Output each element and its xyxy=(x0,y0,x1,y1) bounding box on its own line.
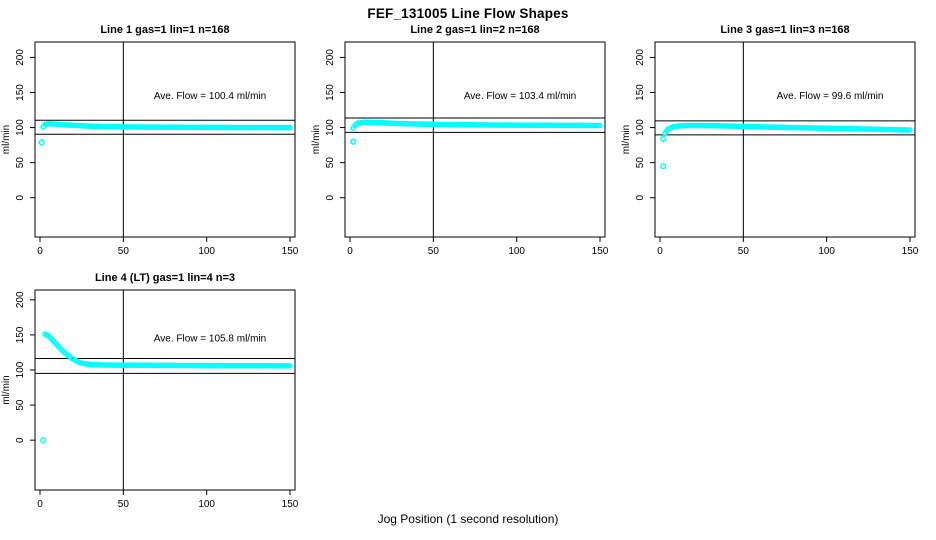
data-series xyxy=(350,119,603,132)
x-tick-label: 0 xyxy=(657,246,663,257)
plot-box xyxy=(34,289,296,491)
y-tick-label: 0 xyxy=(635,195,646,201)
y-tick-label: 100 xyxy=(325,119,336,136)
x-tick-label: 0 xyxy=(37,246,43,257)
x-tick-label: 50 xyxy=(118,499,130,510)
y-axis-unit-label: ml/min xyxy=(311,125,322,154)
y-tick-label: 50 xyxy=(15,157,26,169)
outlier-point xyxy=(350,138,357,145)
y-tick-label: 100 xyxy=(635,119,646,136)
y-tick-label: 200 xyxy=(325,49,336,66)
x-tick-label: 50 xyxy=(118,246,130,257)
subplot-title: Line 3 gas=1 lin=3 n=168 xyxy=(720,24,849,36)
y-tick-label: 100 xyxy=(15,119,26,136)
plot-box xyxy=(34,41,296,238)
subplot-title: Line 2 gas=1 lin=2 n=168 xyxy=(410,24,539,36)
subplot-line-1: Line 1 gas=1 lin=1 n=168 0 50 100 150 200 0 50 1… xyxy=(1,24,299,257)
subplot-line-2: Line 2 gas=1 lin=2 n=168 0 50 100 150 200 0 50 1… xyxy=(311,24,609,257)
subplot-title: Line 1 gas=1 lin=1 n=168 xyxy=(100,24,229,36)
y-tick-label: 150 xyxy=(325,84,336,101)
y-tick-label: 150 xyxy=(635,84,646,101)
y-axis-unit-label: ml/min xyxy=(1,125,12,154)
y-tick-label: 200 xyxy=(15,291,26,308)
x-tick-label: 100 xyxy=(198,499,215,510)
outlier-point xyxy=(40,437,47,444)
annotation-ave-flow: Ave. Flow = 99.6 ml/min xyxy=(777,91,884,102)
x-tick-label: 150 xyxy=(902,246,919,257)
x-tick-label: 100 xyxy=(198,246,215,257)
y-tick-label: 0 xyxy=(325,195,336,201)
data-series xyxy=(42,331,293,369)
y-tick-label: 150 xyxy=(15,326,26,343)
outlier-point xyxy=(660,135,667,142)
x-tick-label: 50 xyxy=(738,246,750,257)
subplot-line-3: Line 3 gas=1 lin=3 n=168 0 50 100 150 200 0 50 1… xyxy=(621,24,919,257)
y-tick-label: 0 xyxy=(15,437,26,443)
y-tick-label: 200 xyxy=(635,49,646,66)
subplot-title: Line 4 (LT) gas=1 lin=4 n=3 xyxy=(95,272,235,284)
y-tick-label: 150 xyxy=(15,84,26,101)
y-tick-label: 50 xyxy=(635,157,646,169)
y-tick-label: 50 xyxy=(325,157,336,169)
x-tick-label: 50 xyxy=(428,246,440,257)
y-tick-label: 100 xyxy=(15,361,26,378)
outlier-point xyxy=(38,139,45,146)
data-series xyxy=(40,120,293,131)
subplot-line-4: Line 4 (LT) gas=1 lin=4 n=3 0 50 100 150 200 0… xyxy=(1,272,299,510)
x-tick-label: 0 xyxy=(37,499,43,510)
annotation-ave-flow: Ave. Flow = 103.4 ml/min xyxy=(464,91,576,102)
outlier-point xyxy=(660,163,667,170)
y-tick-label: 0 xyxy=(15,195,26,201)
x-tick-label: 100 xyxy=(508,246,525,257)
y-axis-unit-label: ml/min xyxy=(621,125,632,154)
data-point xyxy=(287,363,293,369)
x-tick-label: 150 xyxy=(592,246,609,257)
x-tick-label: 100 xyxy=(818,246,835,257)
x-tick-label: 150 xyxy=(282,499,299,510)
data-point xyxy=(287,124,293,131)
annotation-ave-flow: Ave. Flow = 100.4 ml/min xyxy=(154,91,266,102)
x-axis-label: Jog Position (1 second resolution) xyxy=(377,512,559,526)
y-tick-label: 50 xyxy=(15,399,26,411)
data-point xyxy=(597,122,603,129)
x-tick-label: 0 xyxy=(347,246,353,257)
plot-box xyxy=(654,41,916,238)
x-tick-label: 150 xyxy=(282,246,299,257)
y-axis-unit-label: ml/min xyxy=(1,375,12,404)
annotation-ave-flow: Ave. Flow = 105.8 ml/min xyxy=(154,333,266,344)
figure-title: FEF_131005 Line Flow Shapes xyxy=(367,6,569,21)
data-point xyxy=(907,127,913,133)
y-tick-label: 200 xyxy=(15,49,26,66)
data-series xyxy=(662,122,913,136)
plot-box xyxy=(344,41,606,238)
